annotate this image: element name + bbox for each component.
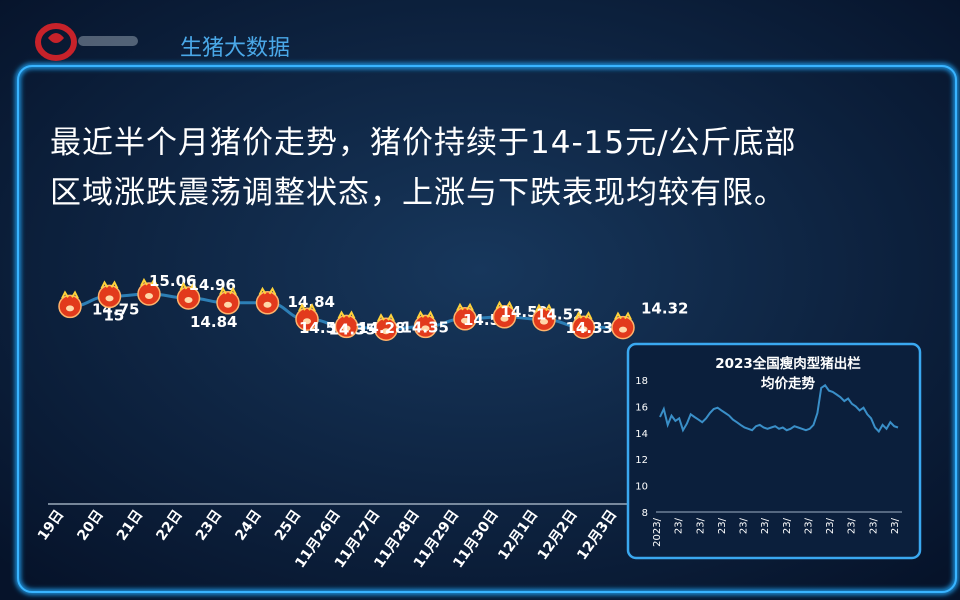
data-label: 14.84 bbox=[190, 313, 237, 331]
pig-marker-ears bbox=[535, 303, 553, 313]
pig-marker-snout bbox=[540, 318, 548, 325]
pig-marker bbox=[295, 303, 319, 331]
data-label: 14.32 bbox=[641, 300, 688, 318]
pig-marker bbox=[374, 313, 398, 341]
headline-line-1: 最近半个月猪价走势，猪价持续于14-15元/公斤底部 bbox=[50, 125, 797, 161]
inset-series-line bbox=[659, 383, 899, 434]
inset-x-tick-label: 23/ bbox=[890, 517, 901, 534]
pig-marker-snout bbox=[461, 317, 469, 324]
pig-marker-ears bbox=[337, 310, 356, 319]
pig-marker-snout bbox=[224, 301, 232, 308]
inset-x-tick-label: 23/ bbox=[847, 517, 858, 534]
pig-marker-ears bbox=[574, 311, 593, 320]
inset-y-tick-label: 10 bbox=[635, 482, 648, 493]
pig-marker-ears bbox=[140, 277, 158, 287]
inset-x-tick-label: 23/ bbox=[803, 517, 814, 534]
pig-marker bbox=[334, 310, 359, 339]
pig-marker bbox=[611, 311, 635, 340]
pig-marker-snout bbox=[579, 326, 588, 333]
inset-x-tick-label: 23/ bbox=[868, 517, 879, 534]
data-label: 14.28 bbox=[358, 319, 405, 337]
pig-marker-snout bbox=[619, 326, 627, 333]
data-label: 14.52 bbox=[536, 306, 583, 324]
pig-marker-ears bbox=[298, 303, 316, 312]
pig-marker bbox=[532, 303, 556, 332]
inset-x-tick-label: 23/ bbox=[782, 517, 793, 534]
inset-y-tick-label: 18 bbox=[635, 376, 648, 387]
headline-line-2: 区域涨跌震荡调整状态，上涨与下跌表现均较有限。 bbox=[50, 175, 786, 211]
pig-marker bbox=[58, 290, 82, 319]
inset-x-tick-label: 23/ bbox=[825, 517, 836, 534]
pig-marker-snout bbox=[66, 305, 74, 312]
pig-marker-snout bbox=[184, 297, 193, 303]
brand-title: 生猪大数据 bbox=[180, 36, 291, 61]
inset-y-tick-label: 14 bbox=[635, 429, 648, 440]
pig-marker bbox=[176, 281, 201, 310]
inset-y-tick-label: 12 bbox=[635, 455, 648, 466]
pig-marker-ears bbox=[179, 281, 198, 291]
pig-marker-ears bbox=[258, 286, 277, 296]
data-label: 14.35 bbox=[329, 320, 376, 338]
pig-marker-ears bbox=[614, 311, 632, 321]
pig-marker-snout bbox=[500, 315, 509, 322]
inset-title-line-1: 2023全国瘦肉型猪出栏 bbox=[715, 355, 861, 372]
inset-title-line-2: 均价走势 bbox=[761, 375, 815, 392]
pig-marker-snout bbox=[303, 318, 311, 325]
data-label: 14.33 bbox=[566, 319, 613, 337]
pig-marker bbox=[492, 300, 517, 329]
inset-x-tick-label: 23/ bbox=[739, 517, 750, 534]
data-label: 14.53 bbox=[299, 319, 346, 337]
data-label: 14.35 bbox=[402, 318, 449, 336]
pig-marker-snout bbox=[105, 295, 114, 302]
data-label: 14.84 bbox=[288, 293, 335, 311]
inset-x-tick-label: 2023/ bbox=[652, 517, 663, 546]
pig-marker-ears bbox=[377, 313, 395, 322]
frame-border bbox=[17, 65, 957, 593]
headline: 最近半个月猪价走势，猪价持续于14-15元/公斤底部 区域涨跌震荡调整状态，上涨… bbox=[50, 118, 930, 218]
data-label: 15 bbox=[104, 306, 125, 324]
pig-marker-snout bbox=[145, 293, 153, 299]
pig-marker-snout bbox=[382, 328, 390, 335]
inset-x-tick-label: 23/ bbox=[760, 517, 771, 534]
logo-icon bbox=[35, 23, 138, 61]
inset-y-tick-label: 16 bbox=[635, 402, 648, 413]
pig-marker-ears bbox=[61, 290, 79, 299]
pig-marker-ears bbox=[416, 310, 435, 319]
pig-marker-ears bbox=[456, 302, 474, 312]
pig-marker bbox=[571, 311, 596, 339]
inset-x-tick-label: 23/ bbox=[695, 517, 706, 534]
pig-marker-ears bbox=[100, 280, 119, 289]
inset-x-tick-label: 23/ bbox=[674, 517, 685, 534]
pig-marker bbox=[137, 277, 161, 306]
pig-marker bbox=[453, 302, 477, 331]
pig-marker bbox=[216, 286, 240, 315]
inset-y-tick-label: 8 bbox=[642, 508, 648, 519]
pig-marker-snout bbox=[263, 301, 272, 308]
pig-marker-snout bbox=[342, 325, 351, 332]
pig-marker-ears bbox=[219, 286, 237, 296]
pig-marker-snout bbox=[421, 325, 430, 332]
pig-marker-ears bbox=[495, 300, 514, 310]
inset-frame bbox=[626, 342, 922, 560]
pig-marker bbox=[255, 286, 280, 315]
inset-x-tick-label: 23/ bbox=[717, 517, 728, 534]
pig-marker bbox=[413, 310, 438, 339]
pig-marker bbox=[97, 280, 122, 309]
